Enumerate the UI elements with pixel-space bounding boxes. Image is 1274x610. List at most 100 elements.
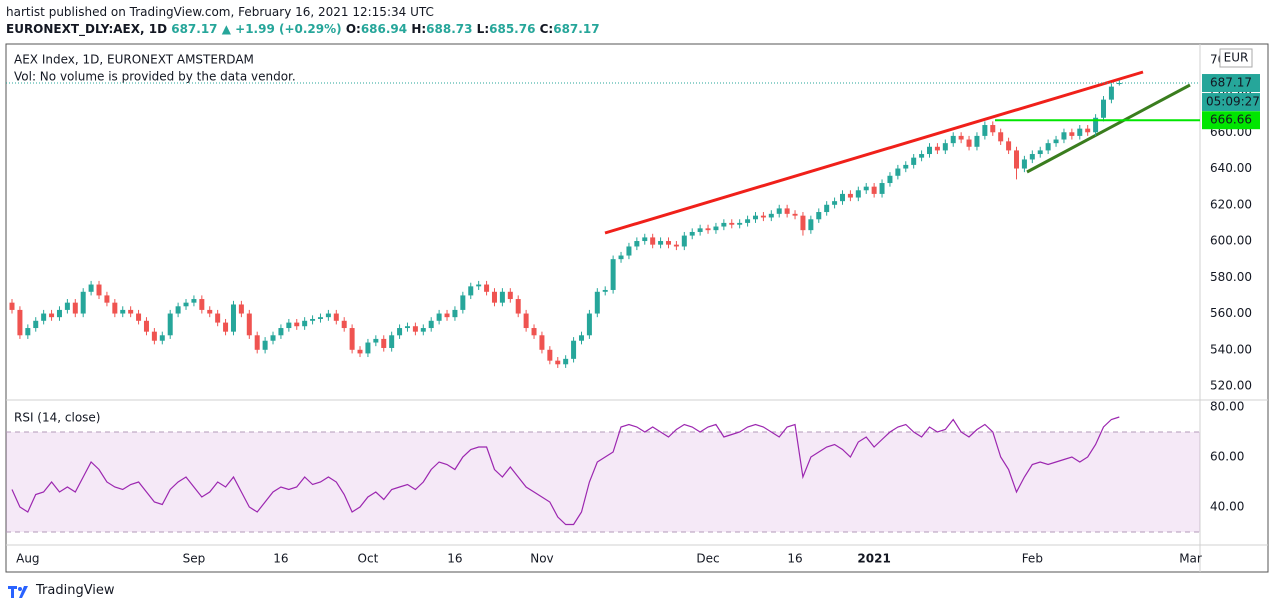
candle-body: [1077, 128, 1083, 136]
candle-body: [697, 228, 703, 232]
candle-body: [1053, 139, 1059, 144]
logo: [8, 585, 28, 598]
candle-body: [950, 135, 956, 144]
candle-body: [824, 204, 830, 213]
candle-body: [120, 309, 126, 314]
candle-body: [578, 335, 584, 341]
candle-body: [523, 313, 529, 329]
candle-body: [215, 313, 221, 323]
candle-body: [143, 320, 149, 332]
candle-body: [721, 222, 727, 227]
candle-body: [895, 168, 901, 176]
candle-body: [547, 349, 553, 361]
candle-body: [713, 226, 719, 231]
y-tick-label: 640.00: [1210, 161, 1252, 175]
rsi-tick-label: 40.00: [1210, 500, 1244, 514]
candle-body: [1085, 128, 1091, 133]
candle-body: [571, 340, 577, 359]
candle-body: [942, 143, 948, 151]
candle-body: [207, 309, 213, 314]
candle-body: [974, 135, 980, 147]
candle-body: [357, 349, 363, 354]
candle-body: [602, 289, 608, 292]
candle-body: [294, 322, 300, 327]
candle-body: [159, 335, 165, 341]
marks: 520.00 540.00 560.00 580.00 600.00 620.00 640.…: [6, 52, 1260, 566]
candle-body: [618, 255, 624, 260]
candle-body: [681, 235, 687, 247]
candle-body: [658, 241, 664, 245]
candle-body: [333, 313, 339, 321]
rsi-band: [6, 432, 1200, 532]
candle-body: [919, 154, 925, 158]
candle-body: [958, 135, 964, 140]
candle-body: [1037, 150, 1043, 155]
resistance-trendline: [604, 70, 1144, 235]
candle-body: [136, 313, 142, 321]
candle-body: [80, 291, 86, 314]
candle-body: [88, 284, 94, 292]
candle-body: [9, 302, 15, 310]
candle-body: [223, 322, 229, 332]
candle-body: [665, 241, 671, 245]
x-tick-label: Mar: [1179, 552, 1202, 566]
candle-body: [808, 219, 814, 231]
candle-body: [460, 295, 466, 310]
candle-body: [539, 335, 545, 350]
symbol-line: EURONEXT_DLY:AEX, 1D 687.17 ▲ +1.99 (+0.…: [6, 22, 600, 36]
candle-body: [128, 309, 134, 314]
c-value: 687.17: [553, 22, 600, 36]
x-tick-label: Feb: [1022, 552, 1043, 566]
rsi-title: RSI (14, close): [14, 411, 100, 425]
candle-body: [1029, 154, 1035, 160]
candle-body: [934, 146, 940, 151]
candle-body: [317, 317, 323, 319]
candle-body: [911, 157, 917, 165]
candle-body: [349, 328, 355, 350]
publisher: hartist published on TradingView.com, Fe…: [6, 5, 434, 19]
candle-body: [745, 219, 751, 223]
h-value: 688.73: [426, 22, 473, 36]
candle-body: [1006, 141, 1012, 151]
o-label: O:: [345, 22, 361, 36]
candle-body: [33, 320, 39, 329]
candle-body: [673, 244, 679, 247]
candle-body: [302, 320, 308, 327]
candle-body: [990, 125, 996, 133]
last-price-label: 687.17: [1210, 76, 1252, 90]
candle-body: [689, 231, 695, 236]
candle-body: [112, 302, 118, 314]
candle-body: [64, 302, 70, 310]
candle-body: [626, 246, 632, 256]
candle-body: [230, 304, 236, 332]
candle-body: [879, 183, 885, 194]
candle-body: [1093, 117, 1099, 133]
last: 687.17: [171, 22, 218, 36]
y-tick-label: 600.00: [1210, 234, 1252, 248]
candle-body: [72, 302, 78, 314]
candle-body: [104, 295, 110, 303]
candle-body: [183, 302, 189, 307]
candle-body: [832, 201, 838, 205]
l-value: 685.76: [489, 22, 536, 36]
candle-body: [286, 322, 292, 329]
candle-body: [310, 318, 316, 321]
candle-body: [563, 358, 569, 365]
candle-body: [199, 299, 205, 310]
candle-body: [96, 284, 102, 296]
x-tick-label: 16: [787, 552, 802, 566]
candle-body: [998, 132, 1004, 142]
support-trendline: [1026, 83, 1191, 174]
candle-body: [476, 284, 482, 287]
candle-body: [238, 304, 244, 314]
candle-body: [1014, 150, 1020, 169]
y-tick-label: 520.00: [1210, 379, 1252, 393]
y-tick-label: 580.00: [1210, 270, 1252, 284]
candle-body: [903, 164, 909, 169]
candle-body: [49, 313, 55, 318]
candle-body: [1021, 159, 1027, 169]
candle-body: [404, 326, 410, 329]
candle-body: [191, 299, 197, 303]
candle-body: [175, 306, 181, 314]
candle-body: [1061, 132, 1067, 140]
